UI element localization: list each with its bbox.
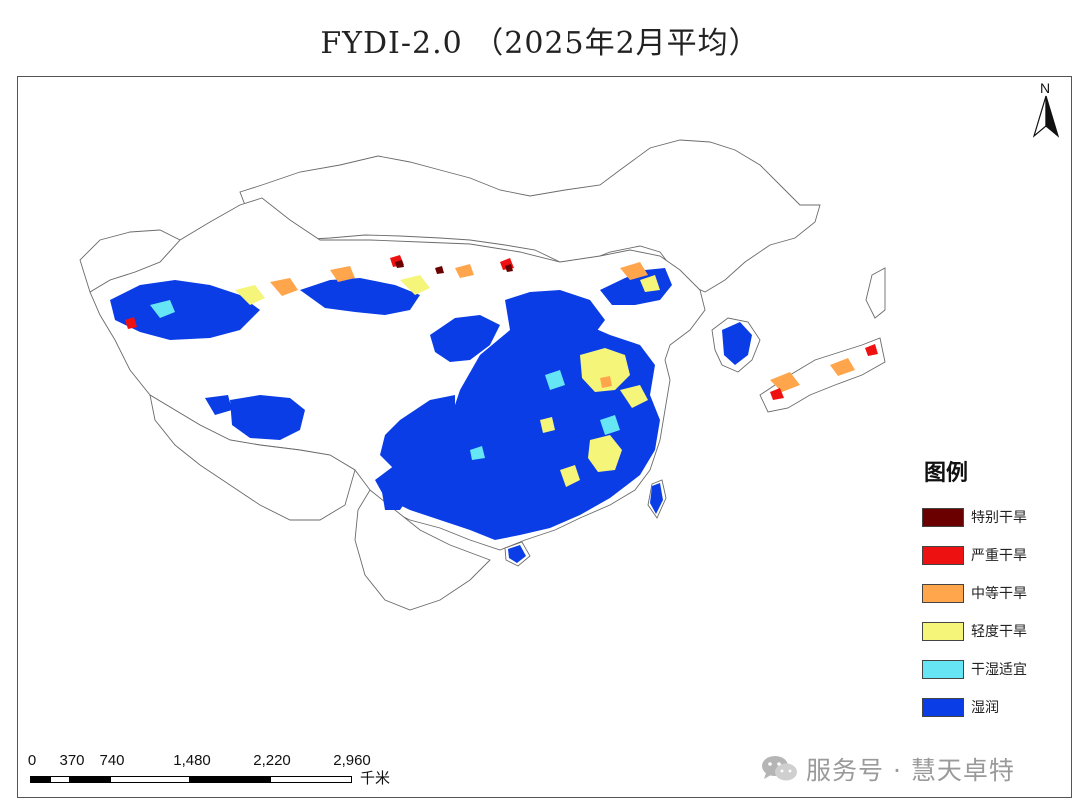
legend: 图例 特别干旱 严重干旱 中等干旱 轻度干旱 干湿适宜 湿润	[922, 455, 1062, 735]
watermark: 服务号 · 慧天卓特	[760, 752, 1015, 786]
scale-segment	[30, 776, 50, 783]
legend-label: 特别干旱	[971, 510, 1027, 526]
legend-label: 严重干旱	[971, 548, 1027, 564]
scale-tick-label: 2,220	[253, 752, 291, 769]
wet-sichuan	[380, 395, 455, 470]
legend-label: 中等干旱	[971, 586, 1027, 602]
legend-title: 图例	[924, 461, 969, 486]
north-arrow-icon	[1032, 95, 1060, 138]
north-label: N	[1040, 80, 1051, 96]
central-asia-outline	[79, 229, 181, 293]
wet-taiwan	[650, 483, 663, 514]
south-asia-outline	[149, 394, 356, 521]
scale-tick-label: 1,480	[173, 752, 211, 769]
legend-label: 干湿适宜	[971, 662, 1027, 678]
wet-hainan	[508, 545, 526, 563]
legend-item-moderate: 中等干旱	[922, 583, 1062, 621]
suitable-areas	[150, 300, 620, 460]
legend-item-wet: 湿润	[922, 697, 1062, 735]
legend-swatch	[922, 622, 964, 641]
wechat-icon	[762, 756, 797, 781]
wet-korea	[722, 322, 752, 365]
wet-tibet-west	[205, 395, 232, 415]
legend-item-severe: 严重干旱	[922, 545, 1062, 583]
legend-item-light: 轻度干旱	[922, 621, 1062, 659]
legend-label: 湿润	[971, 700, 999, 716]
wet-central-strip	[300, 278, 420, 315]
scale-bar: 0 370 740 1,480 2,220 2,960 千米	[28, 752, 408, 792]
wet-west-basin	[110, 280, 260, 340]
scale-tick-label: 2,960	[333, 752, 371, 769]
light-drought-areas	[235, 275, 660, 487]
wet-yunnan	[380, 478, 410, 510]
scale-segment	[110, 776, 190, 783]
wet-north	[430, 315, 500, 362]
moderate-drought-areas	[270, 262, 855, 392]
legend-item-suitable: 干湿适宜	[922, 659, 1062, 697]
scale-tick-label: 370	[59, 752, 85, 769]
legend-swatch	[922, 660, 964, 679]
map-frame	[17, 76, 1072, 798]
southeast-asia-outline	[354, 489, 491, 611]
scale-tick-label: 0	[27, 752, 37, 769]
japan-outline	[759, 337, 886, 413]
legend-swatch	[922, 584, 964, 603]
extreme-drought-areas	[395, 260, 513, 274]
wet-central-china	[505, 290, 605, 345]
legend-swatch	[922, 546, 964, 565]
hokkaido-outline	[865, 267, 886, 319]
scale-tick-label: 740	[99, 752, 125, 769]
legend-swatch	[922, 508, 964, 527]
wet-tibet-east	[230, 395, 305, 440]
scale-segment	[70, 776, 110, 783]
watermark-text: 服务号 · 慧天卓特	[806, 756, 1015, 785]
scale-unit: 千米	[360, 769, 391, 787]
scale-segment	[190, 776, 270, 783]
north-arrow: N	[1032, 80, 1060, 140]
scale-segment	[270, 776, 352, 783]
scale-segment	[50, 776, 70, 783]
legend-swatch	[922, 698, 964, 717]
legend-item-extreme: 特别干旱	[922, 507, 1062, 545]
map-title: FYDI-2.0 （2025年2月平均）	[320, 26, 760, 61]
mongolia-russia-outline	[239, 139, 821, 293]
legend-label: 轻度干旱	[971, 624, 1027, 640]
